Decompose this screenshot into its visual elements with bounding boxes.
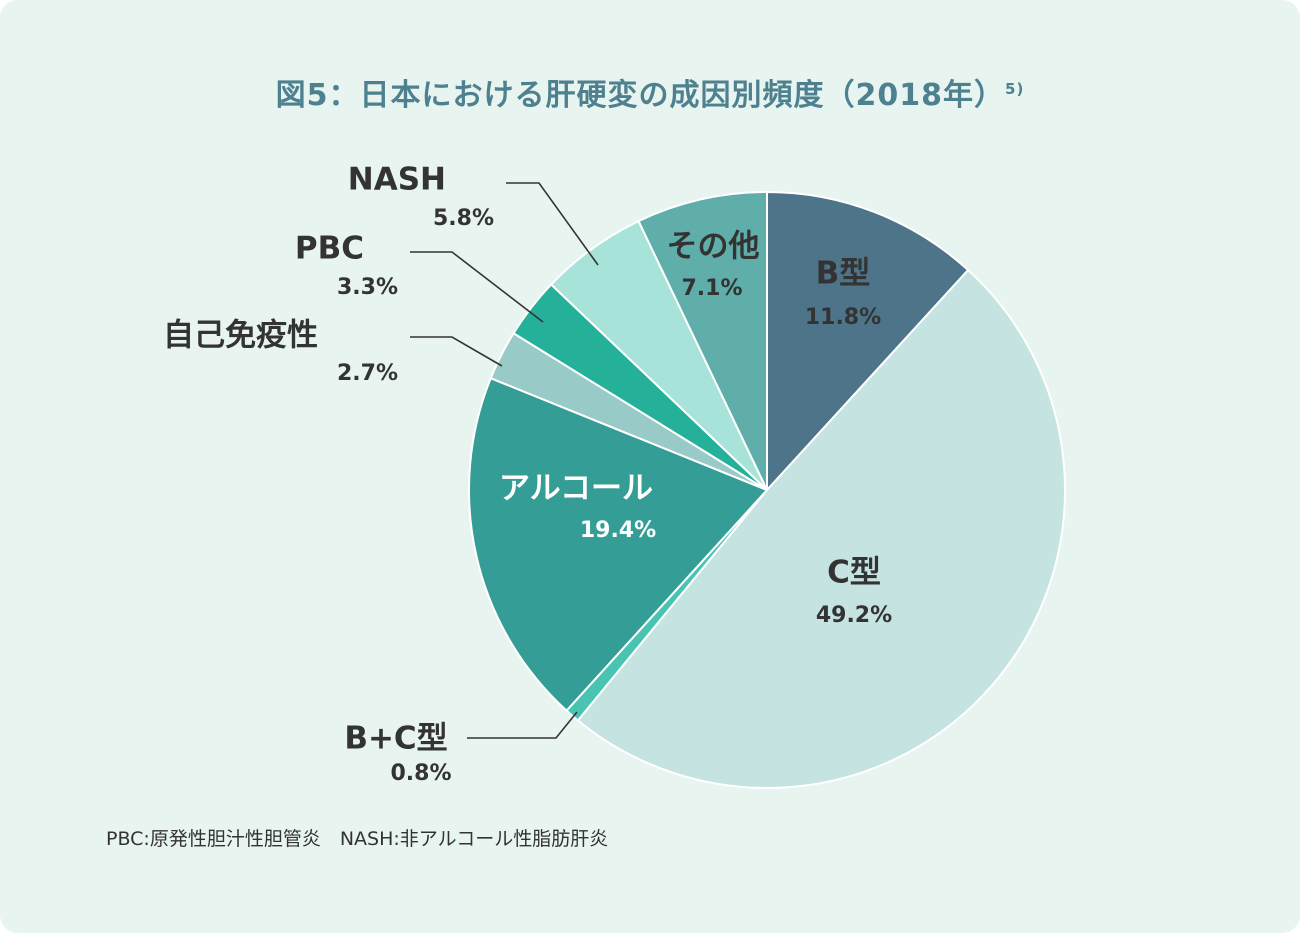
slice-label-3: アルコール <box>499 471 653 507</box>
slice-value-3: 19.4% <box>580 518 656 543</box>
footnote: PBC:原発性胆汁性胆管炎 NASH:非アルコール性脂肪肝炎 <box>106 828 609 850</box>
slice-label-5: PBC <box>295 231 364 267</box>
slice-label-0: B型 <box>816 256 871 292</box>
chart-title: 図5：日本における肝硬変の成因別頻度（2018年）5) <box>0 70 1300 114</box>
slice-value-6: 5.8% <box>433 206 494 231</box>
chart-title-text: 図5：日本における肝硬変の成因別頻度（2018年） <box>275 78 1006 113</box>
slice-value-1: 49.2% <box>816 603 892 628</box>
pie-slice-0 <box>766 191 970 491</box>
slice-label-1: C型 <box>827 555 881 591</box>
slice-label-7: その他 <box>667 229 760 265</box>
slice-label-2: B+C型 <box>344 721 447 757</box>
pie-slice-3 <box>468 377 768 712</box>
slice-value-4: 2.7% <box>337 361 398 386</box>
title-reference: 5) <box>1005 80 1025 98</box>
slice-label-4: 自己免疫性 <box>163 318 318 354</box>
leader-line-4 <box>410 336 503 367</box>
slice-value-2: 0.8% <box>390 761 451 786</box>
leader-line-2 <box>467 711 578 739</box>
leader-line-5 <box>410 251 544 323</box>
leader-line-6 <box>506 182 599 266</box>
slice-label-6: NASH <box>348 162 446 198</box>
pie-slice-7 <box>637 191 768 491</box>
slice-value-0: 11.8% <box>805 305 881 330</box>
pie-slice-1 <box>576 269 1066 789</box>
slice-value-7: 7.1% <box>681 276 742 301</box>
slice-value-5: 3.3% <box>337 275 398 300</box>
